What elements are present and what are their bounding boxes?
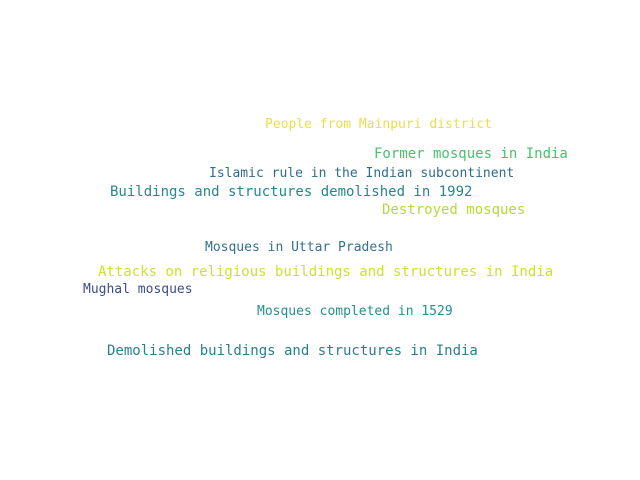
word-islamic-rule-in-the-indian-subcontinent: Islamic rule in the Indian subcontinent — [209, 166, 515, 181]
word-destroyed-mosques: Destroyed mosques — [382, 202, 526, 218]
word-demolished-buildings-and-structures-in-india: Demolished buildings and structures in I… — [107, 343, 478, 359]
word-mughal-mosques: Mughal mosques — [83, 282, 193, 297]
word-people-from-mainpuri-district: People from Mainpuri district — [265, 117, 492, 132]
word-mosques-in-uttar-pradesh: Mosques in Uttar Pradesh — [205, 240, 393, 255]
word-attacks-on-religious-buildings: Attacks on religious buildings and struc… — [98, 264, 554, 280]
word-buildings-and-structures-demolished-in-1992: Buildings and structures demolished in 1… — [110, 184, 473, 200]
word-former-mosques-in-india: Former mosques in India — [374, 146, 568, 162]
word-mosques-completed-in-1529: Mosques completed in 1529 — [257, 304, 453, 319]
